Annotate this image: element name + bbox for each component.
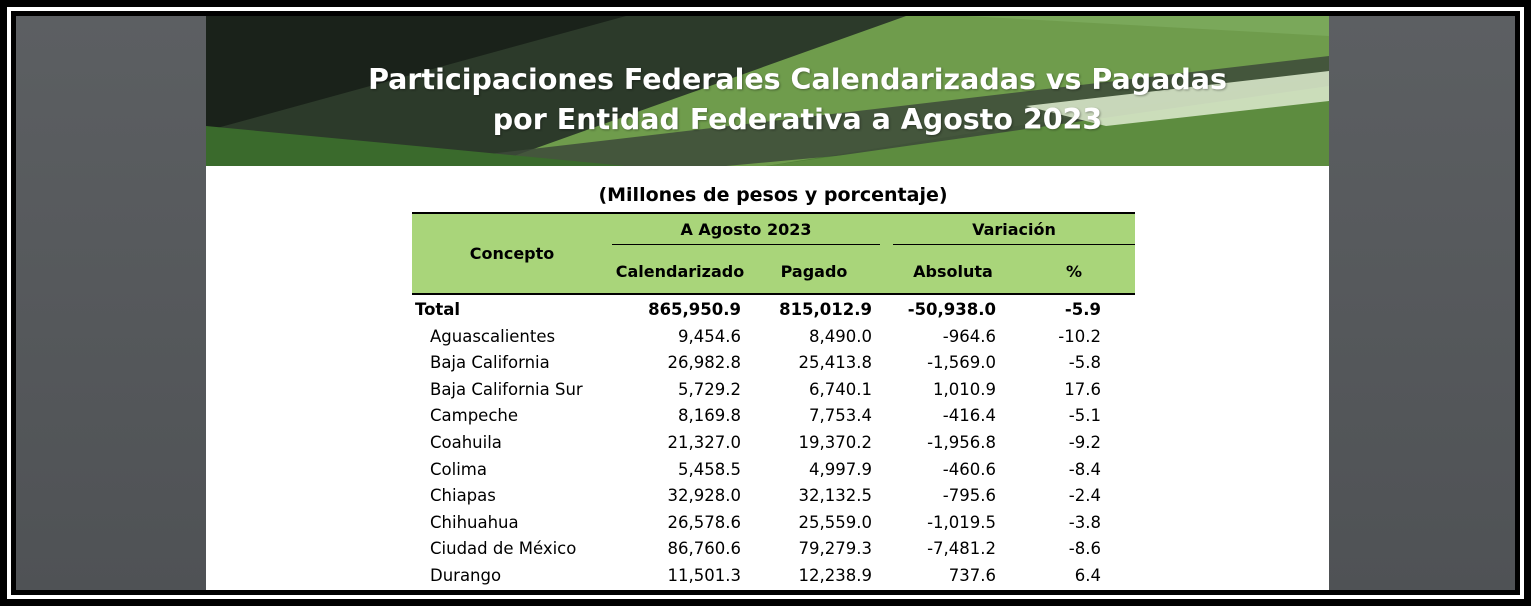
table-body: Total 865,950.9 815,012.9 -50,938.0 -5.9 Agua…	[412, 297, 1135, 590]
cell-concepto: Ciudad de México	[430, 539, 577, 559]
header-pct: %	[1065, 262, 1083, 281]
table-row: Chihuahua 26,578.6 25,559.0 -1,019.5 -3.8	[412, 510, 1135, 537]
table-row: Baja California 26,982.8 25,413.8 -1,569.0 -…	[412, 350, 1135, 377]
table-row: Baja California Sur 5,729.2 6,740.1 1,010.9…	[412, 377, 1135, 404]
cell-calendarizado: 32,928.0	[667, 486, 741, 506]
header-rule-variation	[893, 244, 1135, 245]
page-title: Participaciones Federales Calendarizadas…	[236, 60, 1329, 140]
table-row: Chiapas 32,928.0 32,132.5 -795.6 -2.4	[412, 483, 1135, 510]
cell-pct: 6.4	[1074, 565, 1101, 585]
table-row: Campeche 8,169.8 7,753.4 -416.4 -5.1	[412, 403, 1135, 430]
cell-pct: -9.2	[1068, 432, 1101, 452]
units-subtitle: (Millones de pesos y porcentaje)	[598, 184, 948, 206]
cell-calendarizado: 8,169.8	[678, 406, 741, 426]
table-row-total: Total 865,950.9 815,012.9 -50,938.0 -5.9	[412, 297, 1135, 324]
cell-pct: -8.6	[1068, 539, 1101, 559]
title-line-2: por Entidad Federativa a Agosto 2023	[492, 103, 1103, 136]
document-page: Participaciones Federales Calendarizadas…	[206, 16, 1329, 590]
banner-graphic	[206, 16, 1329, 166]
header-calendarizado: Calendarizado	[615, 262, 745, 281]
cell-concepto: Chiapas	[430, 486, 496, 506]
table-row: Coahuila 21,327.0 19,370.2 -1,956.8 -9.2	[412, 430, 1135, 457]
cell-concepto: Total	[415, 300, 461, 319]
cell-pct: -5.1	[1068, 406, 1101, 426]
data-table: Concepto A Agosto 2023 Variación Calenda…	[412, 212, 1135, 590]
cell-pct: -8.4	[1068, 459, 1101, 479]
header-pagado: Pagado	[780, 262, 848, 281]
cell-absoluta: -1,956.8	[927, 432, 996, 452]
cell-calendarizado: 9,454.6	[678, 326, 741, 346]
cell-absoluta: -1,569.0	[927, 353, 996, 373]
cell-pagado: 6,740.1	[809, 379, 872, 399]
cell-pagado: 79,279.3	[798, 539, 872, 559]
cell-pct: 17.6	[1064, 379, 1101, 399]
cell-absoluta: -795.6	[942, 486, 996, 506]
cell-pagado: 7,753.4	[809, 406, 872, 426]
cell-absoluta: -964.6	[942, 326, 996, 346]
cell-calendarizado: 86,760.6	[667, 539, 741, 559]
cell-pct: -3.8	[1068, 512, 1101, 532]
table-row: Ciudad de México 86,760.6 79,279.3 -7,481.2…	[412, 536, 1135, 563]
cell-concepto: Campeche	[430, 406, 519, 426]
cell-pct: -10.2	[1058, 326, 1101, 346]
header-concepto: Concepto	[469, 244, 555, 263]
cell-concepto: Coahuila	[430, 432, 502, 452]
cell-calendarizado: 26,982.8	[667, 353, 741, 373]
cell-absoluta: -50,938.0	[907, 300, 996, 319]
cell-calendarizado: 865,950.9	[648, 300, 741, 319]
cell-calendarizado: 11,501.3	[667, 565, 741, 585]
header-group-variation: Variación	[972, 220, 1056, 239]
cell-calendarizado: 21,327.0	[667, 432, 741, 452]
title-line-1: Participaciones Federales Calendarizadas…	[368, 63, 1227, 96]
cell-pagado: 19,370.2	[798, 432, 872, 452]
title-banner: Participaciones Federales Calendarizadas…	[206, 16, 1329, 166]
header-absoluta: Absoluta	[913, 262, 993, 281]
cell-concepto: Durango	[430, 565, 502, 585]
cell-pct: -5.8	[1068, 353, 1101, 373]
cell-absoluta: 1,010.9	[933, 379, 996, 399]
cell-concepto: Colima	[430, 459, 487, 479]
cell-absoluta: -416.4	[942, 406, 996, 426]
table-row: Colima 5,458.5 4,997.9 -460.6 -8.4	[412, 457, 1135, 484]
cell-pct: -2.4	[1068, 486, 1101, 506]
table-row: Durango 11,501.3 12,238.9 737.6 6.4	[412, 563, 1135, 590]
cell-calendarizado: 5,729.2	[678, 379, 741, 399]
cell-calendarizado: 5,458.5	[678, 459, 741, 479]
cell-pagado: 4,997.9	[809, 459, 872, 479]
cell-pagado: 25,559.0	[798, 512, 872, 532]
cell-calendarizado: 26,578.6	[667, 512, 741, 532]
header-rule-period	[612, 244, 880, 245]
cell-absoluta: 737.6	[948, 565, 996, 585]
cell-concepto: Aguascalientes	[430, 326, 556, 346]
cell-absoluta: -7,481.2	[927, 539, 996, 559]
cell-pagado: 25,413.8	[798, 353, 872, 373]
cell-absoluta: -460.6	[942, 459, 996, 479]
cell-concepto: Baja California Sur	[430, 379, 583, 399]
cell-pct: -5.9	[1064, 300, 1101, 319]
table-row: Aguascalientes 9,454.6 8,490.0 -964.6 -10.2	[412, 324, 1135, 351]
cell-pagado: 815,012.9	[779, 300, 872, 319]
header-group-period: A Agosto 2023	[680, 220, 812, 239]
cell-pagado: 32,132.5	[798, 486, 872, 506]
cell-pagado: 8,490.0	[809, 326, 872, 346]
cell-pagado: 12,238.9	[798, 565, 872, 585]
cell-concepto: Baja California	[430, 353, 550, 373]
cell-concepto: Chihuahua	[430, 512, 519, 532]
table-header: Concepto A Agosto 2023 Variación Calenda…	[412, 212, 1135, 295]
cell-absoluta: -1,019.5	[927, 512, 996, 532]
